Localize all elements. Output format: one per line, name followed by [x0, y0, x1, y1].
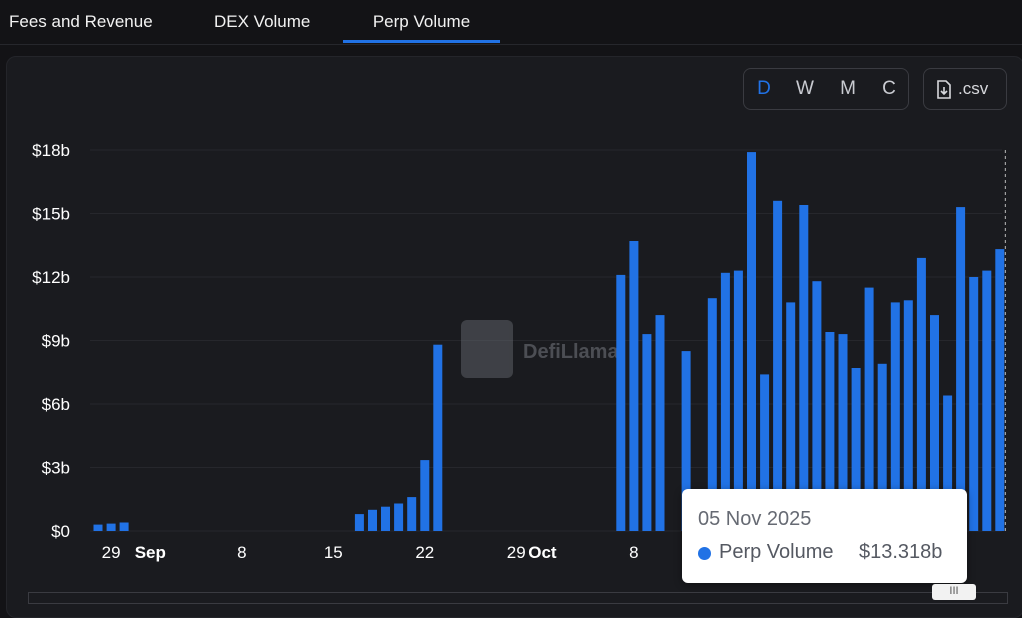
bar[interactable]: [982, 270, 992, 531]
bar[interactable]: [381, 506, 390, 531]
bar[interactable]: [812, 281, 822, 531]
bars: [93, 152, 1005, 532]
file-download-icon: [937, 80, 951, 99]
llama-logo-icon: [461, 320, 513, 378]
y-tick-label: $0: [51, 522, 70, 541]
bar[interactable]: [943, 395, 953, 532]
bar[interactable]: [930, 315, 939, 531]
bar[interactable]: [106, 523, 116, 531]
bar[interactable]: [368, 509, 377, 531]
watermark: DefiLlama: [461, 320, 619, 378]
granularity-cumulative-button[interactable]: C: [882, 78, 896, 99]
bar[interactable]: [394, 503, 404, 532]
csv-download-button[interactable]: .csv: [923, 68, 1007, 110]
y-tick-label: $3b: [42, 459, 70, 478]
tooltip-value: $13.318b: [859, 541, 943, 563]
zoom-slider[interactable]: [28, 592, 1008, 604]
bar[interactable]: [760, 374, 770, 531]
granularity-monthly-button[interactable]: M: [840, 78, 856, 99]
watermark-text: DefiLlama: [523, 341, 619, 363]
zoom-slider-handle[interactable]: III: [932, 584, 976, 600]
bar[interactable]: [864, 287, 874, 531]
bar[interactable]: [969, 277, 979, 531]
x-tick-label: 29: [507, 543, 526, 562]
bar[interactable]: [733, 270, 743, 531]
bar[interactable]: [995, 249, 1005, 531]
bar[interactable]: [642, 334, 652, 531]
x-tick-label: 22: [415, 543, 434, 562]
chart-tooltip: 05 Nov 2025 Perp Volume $13.318b: [682, 489, 967, 583]
bar[interactable]: [799, 205, 809, 531]
granularity-selector: D W M C: [743, 68, 909, 110]
bar[interactable]: [407, 497, 417, 531]
bar[interactable]: [119, 522, 129, 532]
csv-label: .csv: [958, 79, 989, 98]
x-tick-label: Oct: [528, 543, 557, 562]
y-tick-label: $18b: [32, 141, 70, 160]
granularity-daily-button[interactable]: D: [757, 78, 771, 99]
granularity-weekly-button[interactable]: W: [796, 78, 814, 99]
bar[interactable]: [433, 344, 443, 531]
bar[interactable]: [890, 302, 900, 531]
y-tick-label: $9b: [42, 332, 70, 351]
bar[interactable]: [838, 334, 848, 531]
chart-tabs: Fees and Revenue DEX Volume Perp Volume: [0, 0, 1022, 45]
bar[interactable]: [747, 152, 756, 531]
tab-fees-and-revenue[interactable]: Fees and Revenue: [9, 12, 153, 31]
bar[interactable]: [773, 200, 783, 532]
x-tick-label: 29: [102, 543, 121, 562]
bar[interactable]: [825, 332, 835, 531]
x-tick-label: Sep: [135, 543, 166, 562]
x-axis: 29 Sep 8 15 22 29 Oct 8: [102, 543, 639, 562]
x-tick-label: 15: [324, 543, 343, 562]
bar[interactable]: [354, 514, 364, 531]
x-tick-label: 8: [629, 543, 638, 562]
tab-perp-volume[interactable]: Perp Volume: [343, 0, 500, 43]
slider-grip-icon: III: [949, 585, 959, 597]
x-tick-label: 8: [237, 543, 246, 562]
bar[interactable]: [655, 315, 665, 531]
bar[interactable]: [903, 300, 913, 531]
y-tick-label: $12b: [32, 268, 70, 287]
y-tick-label: $15b: [32, 205, 70, 224]
bar[interactable]: [720, 272, 730, 531]
bar[interactable]: [420, 460, 430, 531]
y-axis: $0 $3b $6b $9b $12b $15b $18b: [32, 141, 70, 541]
tooltip-date: 05 Nov 2025: [698, 508, 812, 530]
tooltip-series-name: Perp Volume: [719, 541, 834, 563]
bar[interactable]: [916, 257, 926, 531]
tooltip-series-dot: [698, 547, 711, 560]
bar[interactable]: [681, 351, 691, 531]
y-tick-label: $6b: [42, 395, 70, 414]
bar[interactable]: [93, 524, 103, 531]
bar[interactable]: [956, 207, 966, 531]
bar[interactable]: [629, 241, 639, 531]
bar[interactable]: [616, 274, 626, 531]
bar[interactable]: [851, 368, 861, 531]
tab-dex-volume[interactable]: DEX Volume: [214, 12, 311, 31]
bar[interactable]: [707, 298, 717, 531]
bar[interactable]: [877, 363, 887, 531]
bar[interactable]: [786, 302, 796, 531]
